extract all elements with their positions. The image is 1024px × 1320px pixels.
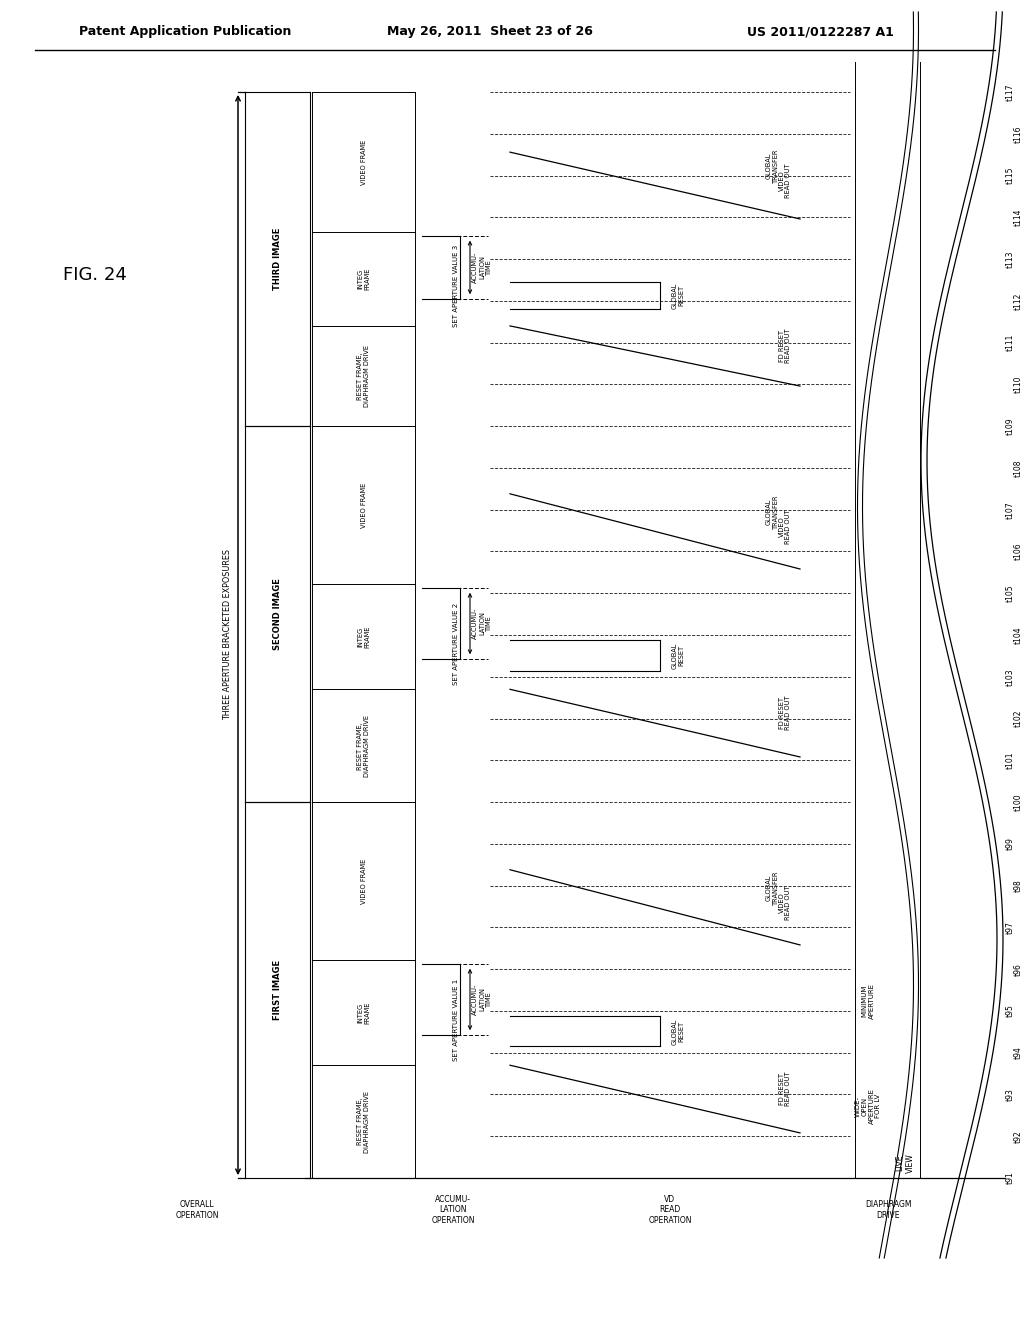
Text: VIDEO
READ OUT: VIDEO READ OUT	[778, 164, 792, 198]
Text: ACCUMU-
LATION
OPERATION: ACCUMU- LATION OPERATION	[431, 1195, 475, 1225]
Text: VIDEO FRAME: VIDEO FRAME	[360, 483, 367, 528]
Text: FD RESET
READ OUT: FD RESET READ OUT	[778, 696, 792, 730]
Text: VIDEO FRAME: VIDEO FRAME	[360, 858, 367, 904]
Text: t92: t92	[1014, 1130, 1023, 1143]
Text: ACCUMU-
LATION
TIME: ACCUMU- LATION TIME	[472, 252, 492, 282]
Text: t102: t102	[1014, 710, 1023, 727]
Text: t108: t108	[1014, 459, 1023, 477]
Text: t107: t107	[1006, 500, 1015, 519]
Text: RESET FRAME,
DIAPHRAGM DRIVE: RESET FRAME, DIAPHRAGM DRIVE	[357, 714, 370, 776]
Text: t101: t101	[1006, 751, 1015, 770]
Text: GLOBAL
RESET: GLOBAL RESET	[672, 643, 684, 669]
Text: ACCUMU-
LATION
TIME: ACCUMU- LATION TIME	[472, 607, 492, 639]
Text: RESET FRAME,
DIAPHRAGM DRIVE: RESET FRAME, DIAPHRAGM DRIVE	[357, 345, 370, 407]
Text: t116: t116	[1014, 125, 1023, 143]
Text: t104: t104	[1014, 626, 1023, 644]
Text: SET APERTURE VALUE 2: SET APERTURE VALUE 2	[454, 603, 460, 685]
Text: t91: t91	[1006, 1172, 1015, 1184]
Text: t113: t113	[1006, 251, 1015, 268]
Text: SET APERTURE VALUE 1: SET APERTURE VALUE 1	[454, 979, 460, 1061]
Text: RESET FRAME,
DIAPHRAGM DRIVE: RESET FRAME, DIAPHRAGM DRIVE	[357, 1090, 370, 1152]
Text: t109: t109	[1006, 417, 1015, 436]
Text: t106: t106	[1014, 543, 1023, 560]
Text: THIRD IMAGE: THIRD IMAGE	[273, 228, 282, 290]
Text: t111: t111	[1006, 334, 1015, 351]
Text: Patent Application Publication: Patent Application Publication	[79, 25, 291, 38]
Text: GLOBAL
TRANSFER: GLOBAL TRANSFER	[766, 494, 778, 529]
Text: GLOBAL
RESET: GLOBAL RESET	[672, 1018, 684, 1044]
Text: INTEG
FRAME: INTEG FRAME	[357, 268, 370, 290]
Text: FIG. 24: FIG. 24	[63, 267, 127, 284]
Text: t117: t117	[1006, 83, 1015, 100]
Text: INTEG
FRAME: INTEG FRAME	[357, 626, 370, 648]
Text: VIDEO
READ OUT: VIDEO READ OUT	[778, 884, 792, 920]
Text: t110: t110	[1014, 376, 1023, 393]
Text: t114: t114	[1014, 209, 1023, 226]
Text: INTEG
FRAME: INTEG FRAME	[357, 1002, 370, 1024]
Text: t97: t97	[1006, 921, 1015, 933]
Text: VIDEO FRAME: VIDEO FRAME	[360, 140, 367, 185]
Text: SECOND IMAGE: SECOND IMAGE	[273, 578, 282, 649]
Text: GLOBAL
TRANSFER: GLOBAL TRANSFER	[766, 870, 778, 904]
Text: t98: t98	[1014, 879, 1023, 892]
Text: LIVE
VIEW: LIVE VIEW	[895, 1154, 914, 1173]
Text: t105: t105	[1006, 585, 1015, 602]
Text: WIDE-
OPEN
APERTURE
FOR LV: WIDE- OPEN APERTURE FOR LV	[854, 1088, 882, 1125]
Text: VD
READ
OPERATION: VD READ OPERATION	[648, 1195, 692, 1225]
Text: t94: t94	[1014, 1047, 1023, 1059]
Text: May 26, 2011  Sheet 23 of 26: May 26, 2011 Sheet 23 of 26	[387, 25, 593, 38]
Text: OVERALL
OPERATION: OVERALL OPERATION	[175, 1200, 219, 1220]
Text: FIRST IMAGE: FIRST IMAGE	[273, 960, 282, 1020]
Text: GLOBAL
TRANSFER: GLOBAL TRANSFER	[766, 148, 778, 182]
Text: THREE APERTURE BRACKETED EXPOSURES: THREE APERTURE BRACKETED EXPOSURES	[223, 549, 232, 721]
Text: US 2011/0122287 A1: US 2011/0122287 A1	[746, 25, 893, 38]
Text: t93: t93	[1006, 1088, 1015, 1101]
Text: FD RESET
READ OUT: FD RESET READ OUT	[778, 1072, 792, 1106]
Text: t99: t99	[1006, 837, 1015, 850]
Text: t112: t112	[1014, 292, 1023, 309]
Text: t115: t115	[1006, 166, 1015, 185]
Text: GLOBAL
RESET: GLOBAL RESET	[672, 282, 684, 309]
Text: VIDEO
READ OUT: VIDEO READ OUT	[778, 510, 792, 544]
Text: ACCUMU-
LATION
TIME: ACCUMU- LATION TIME	[472, 983, 492, 1015]
Text: t95: t95	[1006, 1005, 1015, 1018]
Text: MINIMUM
APERTURE: MINIMUM APERTURE	[861, 983, 874, 1019]
Text: t103: t103	[1006, 668, 1015, 685]
Text: DIAPHRAGM
DRIVE: DIAPHRAGM DRIVE	[864, 1200, 911, 1220]
Text: FD RESET
READ OUT: FD RESET READ OUT	[778, 329, 792, 363]
Text: t96: t96	[1014, 962, 1023, 975]
Text: t100: t100	[1014, 793, 1023, 810]
Text: SET APERTURE VALUE 3: SET APERTURE VALUE 3	[454, 244, 460, 327]
